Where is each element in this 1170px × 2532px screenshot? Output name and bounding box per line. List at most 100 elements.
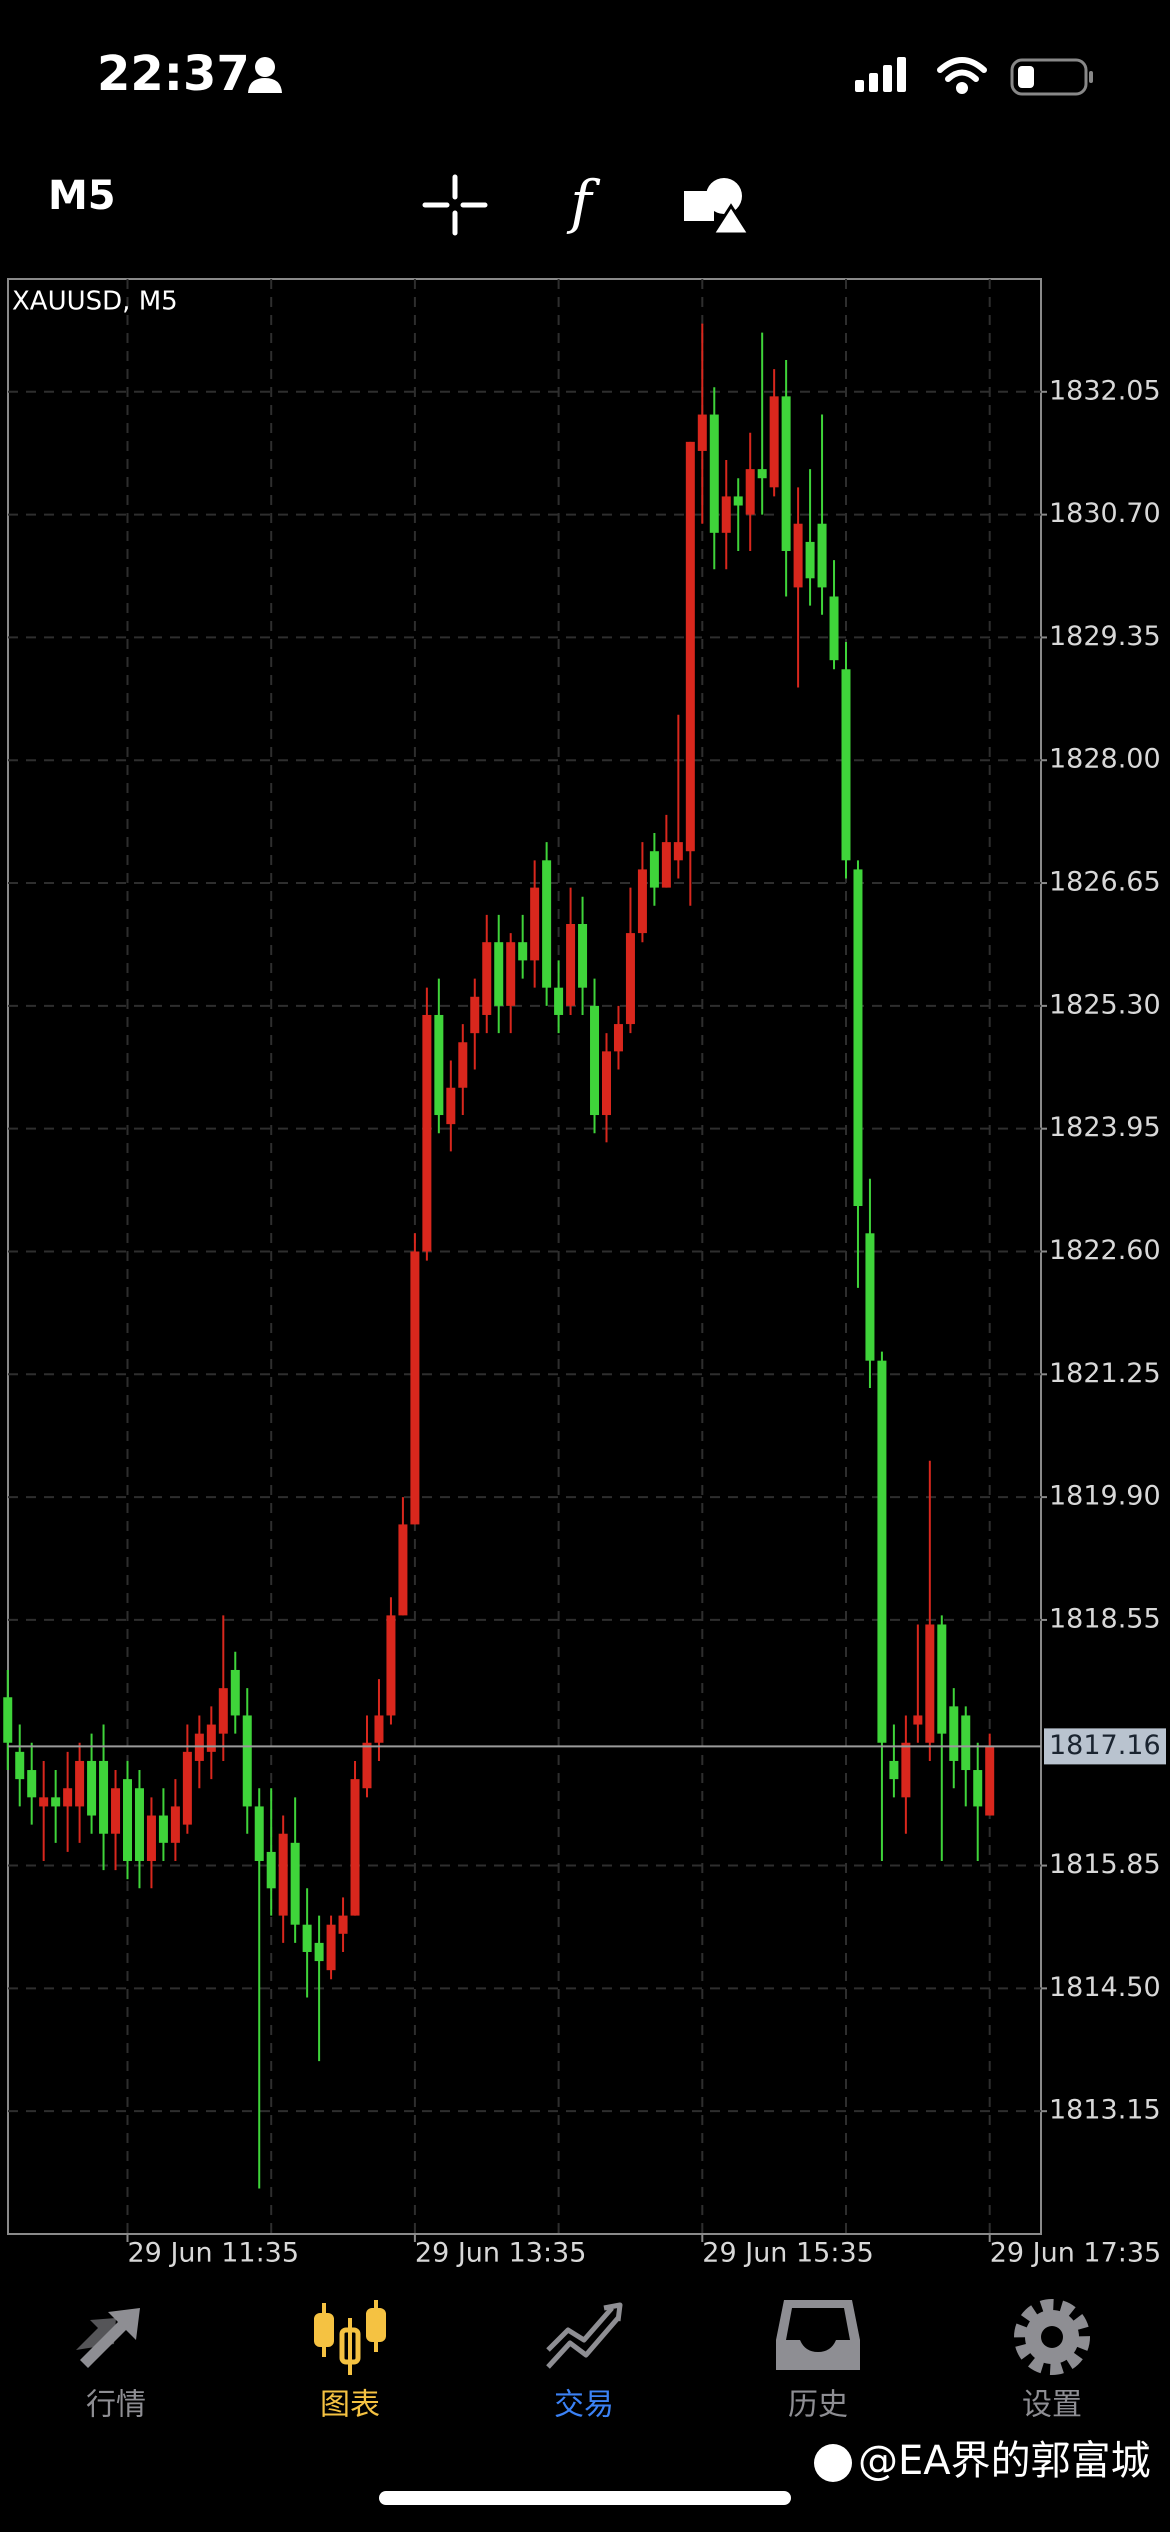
last-price-label: 1817.16 xyxy=(1049,1730,1161,1761)
y-tick-label: 1830.70 xyxy=(1049,498,1161,529)
watermark-icon xyxy=(814,2444,852,2482)
tab-label[interactable]: 交易 xyxy=(554,2388,614,2423)
candle-body xyxy=(458,1042,468,1088)
candle-body xyxy=(506,942,516,1006)
candle-body xyxy=(182,1751,192,1825)
timeframe-button[interactable]: M5 xyxy=(48,173,116,219)
candle-body xyxy=(937,1624,947,1734)
y-tick-label: 1825.30 xyxy=(1049,989,1161,1020)
candle-body xyxy=(374,1715,384,1743)
y-tick-label: 1818.55 xyxy=(1049,1603,1161,1634)
candle-body xyxy=(781,396,791,552)
candle-body xyxy=(697,414,707,451)
tab-chart-icon[interactable] xyxy=(314,2300,386,2375)
candle-body xyxy=(266,1851,276,1889)
candle-body xyxy=(338,1915,348,1934)
candle-body xyxy=(649,851,659,888)
objects-button[interactable] xyxy=(684,178,752,236)
candle-body xyxy=(158,1815,168,1843)
candle-body xyxy=(985,1746,995,1816)
y-tick-label: 1829.35 xyxy=(1049,621,1161,652)
y-tick-label: 1814.50 xyxy=(1049,1972,1161,2003)
candle-body xyxy=(398,1524,408,1616)
candle-body xyxy=(673,842,683,861)
candle-body xyxy=(51,1797,61,1807)
candle-body xyxy=(973,1770,983,1807)
candle-body xyxy=(27,1770,37,1798)
candle-body xyxy=(123,1779,132,1862)
candle-body xyxy=(170,1806,180,1843)
chart-title: XAUUSD, M5 xyxy=(12,287,178,317)
candle-body xyxy=(39,1797,49,1807)
candle-body xyxy=(230,1669,240,1716)
status-time: 22:37 xyxy=(97,46,250,102)
candle-body xyxy=(602,1051,611,1116)
last-price-box xyxy=(1044,1728,1166,1765)
candle-body xyxy=(518,942,528,961)
candle-body xyxy=(829,596,839,661)
candle-body xyxy=(554,987,564,1015)
candle-body xyxy=(302,1924,312,1952)
y-tick-label: 1815.85 xyxy=(1049,1849,1161,1880)
y-tick-label: 1819.90 xyxy=(1049,1481,1161,1512)
y-tick-label: 1828.00 xyxy=(1049,744,1161,775)
candle-body xyxy=(87,1760,97,1816)
signal-icon xyxy=(855,57,906,92)
candle-body xyxy=(434,1014,444,1116)
candle-body xyxy=(242,1715,252,1807)
candle-body xyxy=(961,1715,971,1771)
x-tick-label: 29 Jun 15:35 xyxy=(702,2238,874,2269)
candle-body xyxy=(745,469,755,515)
y-tick-label: 1832.05 xyxy=(1049,375,1161,406)
candle-body xyxy=(625,933,635,1025)
candle-body xyxy=(841,669,851,861)
y-tick-label: 1821.25 xyxy=(1049,1358,1161,1389)
tab-trade-icon[interactable] xyxy=(546,2302,623,2369)
home-indicator xyxy=(379,2491,791,2505)
tab-settings-icon[interactable] xyxy=(1014,2299,1090,2375)
wifi-icon xyxy=(937,57,987,94)
x-tick-label: 29 Jun 13:35 xyxy=(415,2238,587,2269)
candle-body xyxy=(817,523,827,588)
tab-label[interactable]: 行情 xyxy=(86,2388,146,2423)
candle-body xyxy=(482,942,492,1015)
candle-body xyxy=(350,1779,360,1916)
x-tick-label: 29 Jun 17:35 xyxy=(990,2238,1162,2269)
candle-body xyxy=(422,1014,432,1252)
candle-body xyxy=(146,1815,156,1862)
y-tick-label: 1826.65 xyxy=(1049,867,1161,898)
indicators-button[interactable]: f xyxy=(566,168,601,236)
candle-body xyxy=(63,1788,73,1807)
candle-body xyxy=(530,887,540,961)
candle-body xyxy=(566,923,576,1006)
candle-body xyxy=(685,441,695,852)
candle-body xyxy=(578,923,588,988)
candle-body xyxy=(206,1724,216,1752)
candle-body xyxy=(590,1005,600,1116)
tab-markets-icon[interactable] xyxy=(76,2308,140,2368)
candle-body xyxy=(721,496,731,533)
y-tick-label: 1813.15 xyxy=(1049,2095,1161,2126)
candle-body xyxy=(925,1624,935,1743)
candle-body xyxy=(99,1760,109,1834)
tab-label[interactable]: 历史 xyxy=(788,2388,848,2423)
tab-label[interactable]: 设置 xyxy=(1022,2388,1082,2423)
candle-body xyxy=(218,1688,228,1734)
candle-body xyxy=(542,860,552,988)
candle-body xyxy=(949,1706,959,1761)
candle-body xyxy=(254,1806,264,1862)
candle-body xyxy=(889,1760,899,1780)
candle-body xyxy=(3,1697,13,1743)
tab-history-icon[interactable] xyxy=(776,2300,860,2370)
candle-body xyxy=(290,1842,300,1925)
candle-body xyxy=(613,1024,623,1052)
crosshair-button[interactable] xyxy=(422,174,488,236)
candle-body xyxy=(793,523,803,588)
candle-body xyxy=(913,1715,923,1725)
x-tick-label: 29 Jun 11:35 xyxy=(128,2238,300,2269)
chart: 1832.05 1830.70 1829.35 1828.00 1826.65 1825.… xyxy=(3,279,1166,2269)
candle-body xyxy=(410,1251,420,1525)
candle-body xyxy=(853,869,863,1207)
tab-label[interactable]: 图表 xyxy=(320,2388,380,2423)
candle-body xyxy=(769,396,779,488)
